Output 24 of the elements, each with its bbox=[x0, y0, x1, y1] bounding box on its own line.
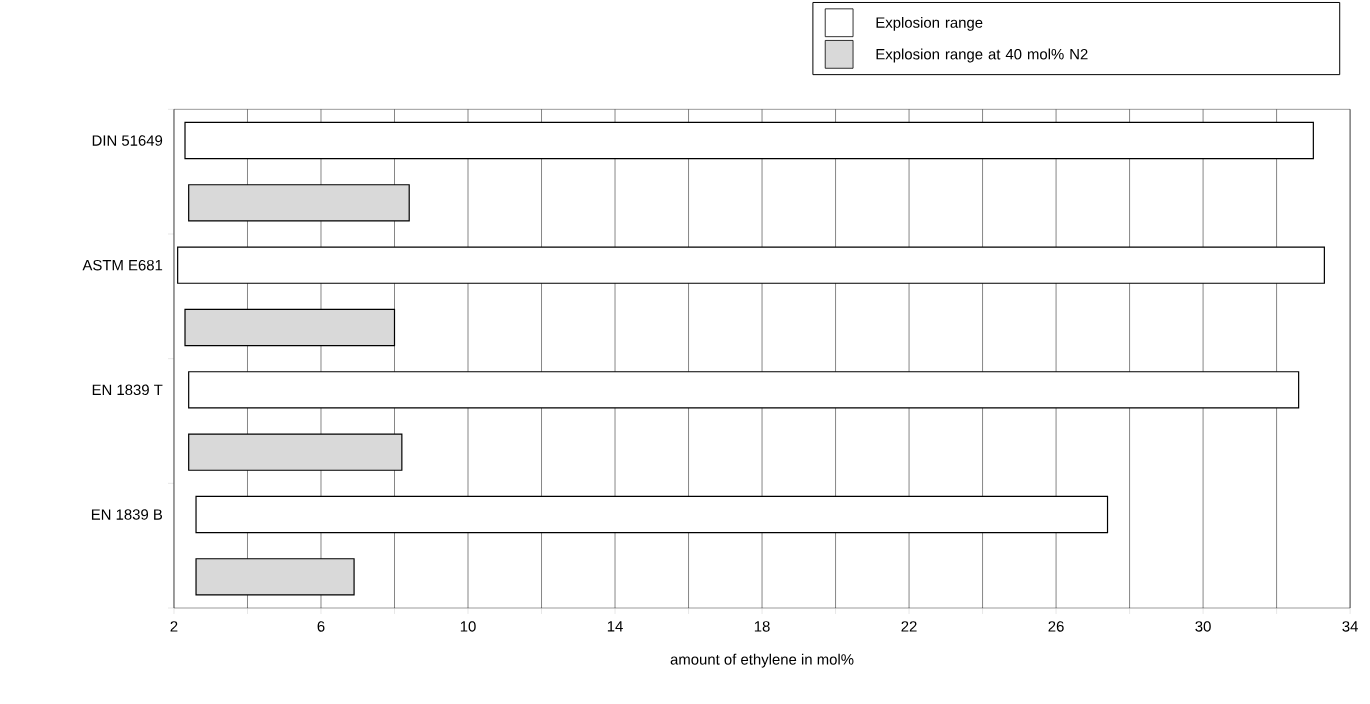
legend-label: Explosion range at 40 mol% N2 bbox=[876, 48, 1088, 63]
x-tick-label: 18 bbox=[754, 621, 770, 632]
y-tick-label: EN 1839 B bbox=[91, 509, 163, 520]
bar bbox=[188, 371, 1300, 409]
x-tick-label: 34 bbox=[1342, 621, 1358, 632]
bar bbox=[184, 308, 396, 347]
legend-label: Explosion range bbox=[876, 17, 983, 31]
y-tick-label: DIN 51649 bbox=[92, 135, 163, 146]
x-tick-label: 2 bbox=[170, 621, 178, 632]
x-tick-label: 6 bbox=[317, 621, 325, 632]
y-tick-label: ASTM E681 bbox=[82, 260, 163, 271]
bar bbox=[195, 558, 355, 596]
bar bbox=[177, 246, 1325, 284]
x-axis-title: amount of ethylene in mol% bbox=[670, 653, 854, 668]
bar bbox=[195, 495, 1109, 534]
bar bbox=[188, 184, 410, 222]
bar bbox=[188, 433, 403, 471]
x-tick-label: 14 bbox=[607, 621, 623, 632]
bar bbox=[184, 121, 1314, 160]
x-tick-label: 22 bbox=[901, 621, 917, 632]
x-tick-label: 30 bbox=[1195, 621, 1211, 632]
x-tick-label: 10 bbox=[460, 621, 476, 632]
x-tick-label: 26 bbox=[1048, 621, 1064, 632]
y-tick-label: EN 1839 T bbox=[92, 384, 163, 396]
